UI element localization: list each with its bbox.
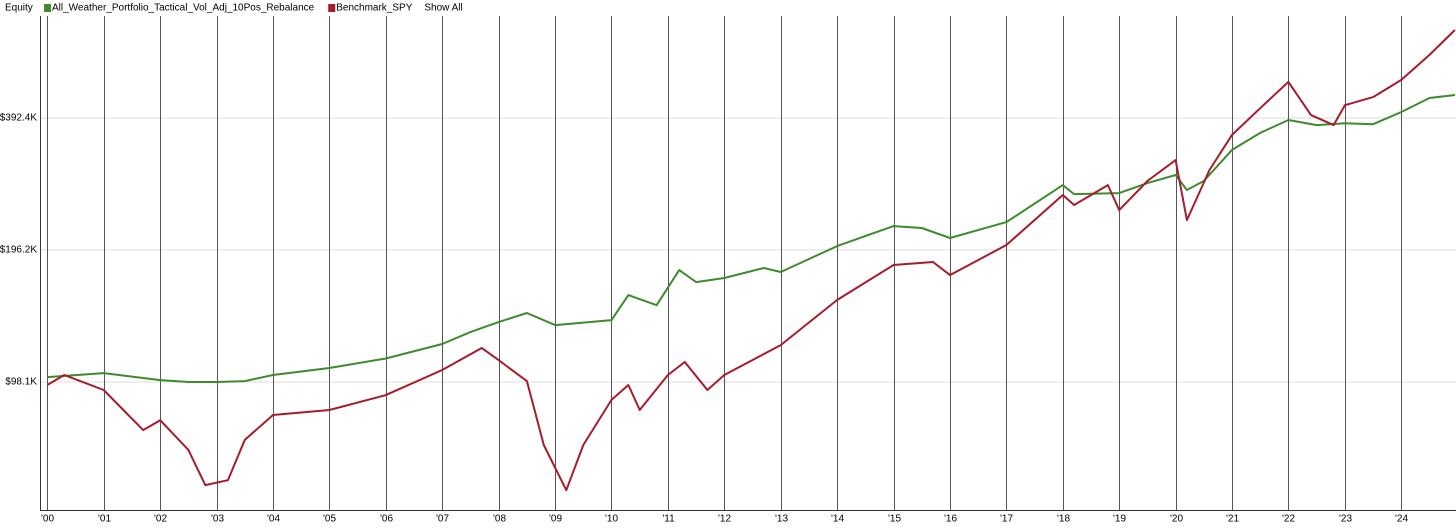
x-tick-label: '20 <box>1170 514 1183 525</box>
x-tick-label: '09 <box>549 514 562 525</box>
legend-label[interactable]: All_Weather_Portfolio_Tactical_Vol_Adj_1… <box>52 3 315 14</box>
series-line <box>46 29 1456 492</box>
x-tick-label: '19 <box>1113 514 1126 525</box>
series-line <box>47 94 1456 383</box>
x-tick-label: '01 <box>98 514 111 525</box>
legend-title: Equity <box>5 3 33 14</box>
x-tick-label: '04 <box>267 514 280 525</box>
x-tick-label: '15 <box>888 514 901 525</box>
x-tick-label: '14 <box>831 514 844 525</box>
y-tick-label: $98.1K <box>5 377 37 388</box>
x-tick-label: '17 <box>1000 514 1013 525</box>
x-tick-label: '18 <box>1057 514 1070 525</box>
x-tick-label: '11 <box>662 514 675 525</box>
x-tick-label: '06 <box>380 514 393 525</box>
x-tick-label: '23 <box>1339 514 1352 525</box>
x-tick-label: '22 <box>1282 514 1295 525</box>
x-tick-label: '16 <box>944 514 957 525</box>
legend-label[interactable]: Benchmark_SPY <box>336 3 412 14</box>
legend-swatch[interactable] <box>328 4 336 12</box>
x-tick-label: '21 <box>1226 514 1239 525</box>
show-all-button[interactable]: Show All <box>424 3 462 14</box>
x-tick-label: '03 <box>211 514 224 525</box>
x-tick-label: '12 <box>718 514 731 525</box>
y-tick-label: $392.4K <box>0 113 37 124</box>
x-tick-label: '00 <box>41 514 54 525</box>
x-tick-label: '05 <box>323 514 336 525</box>
legend: All_Weather_Portfolio_Tactical_Vol_Adj_1… <box>44 3 463 14</box>
x-tick-label: '10 <box>605 514 618 525</box>
x-tick-label: '08 <box>493 514 506 525</box>
y-tick-label: $196.2K <box>0 245 37 256</box>
legend-swatch[interactable] <box>44 4 51 12</box>
x-tick-label: '07 <box>436 514 449 525</box>
x-tick-label: '02 <box>154 514 167 525</box>
x-tick-label: '13 <box>775 514 788 525</box>
x-tick-label: '24 <box>1395 514 1408 525</box>
